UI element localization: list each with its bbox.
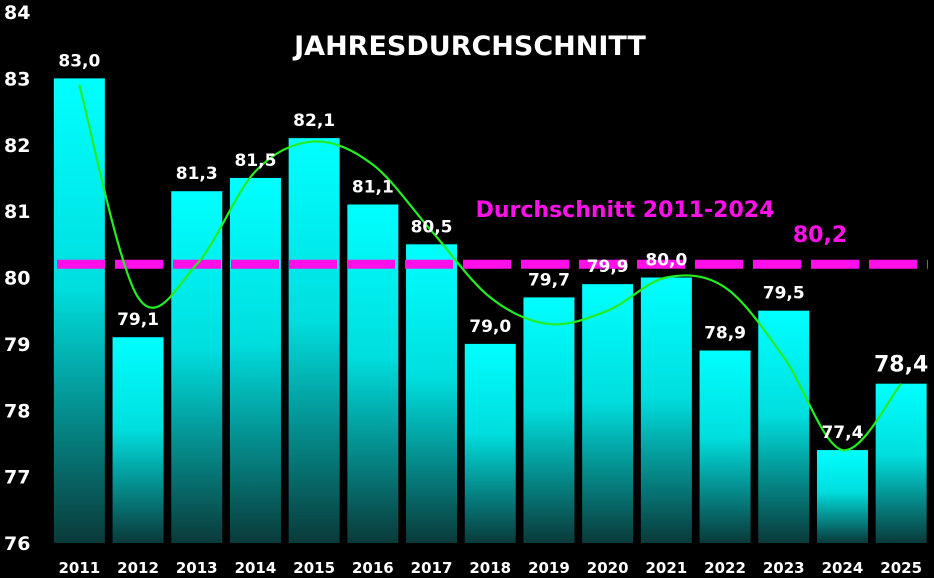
x-axis: 2011 2012 2013 2014 2015 2016 2017 2018 2019 2020… xyxy=(58,559,922,577)
average-label: Durchschnitt 2011-2024 xyxy=(476,198,775,223)
x-tick-label: 2011 xyxy=(58,559,100,577)
bar xyxy=(582,284,634,543)
x-tick-label: 2023 xyxy=(763,559,805,577)
bar xyxy=(816,450,868,543)
data-label: 81,1 xyxy=(352,177,394,197)
bar xyxy=(875,383,927,543)
y-tick-label: 80 xyxy=(4,268,30,290)
data-label: 79,7 xyxy=(528,270,570,290)
x-tick-label: 2013 xyxy=(176,559,218,577)
x-tick-label: 2022 xyxy=(704,559,746,577)
x-tick-label: 2015 xyxy=(293,559,335,577)
x-tick-label: 2017 xyxy=(411,559,453,577)
bar xyxy=(640,277,692,543)
data-labels: 83,0 79,1 81,3 81,5 82,1 81,1 80,5 79,0 79,7 79,9… xyxy=(58,51,928,443)
bar xyxy=(347,204,399,544)
x-tick-label: 2019 xyxy=(528,559,570,577)
data-label: 79,1 xyxy=(117,310,159,330)
bar xyxy=(229,177,281,543)
trend-line-group xyxy=(78,84,902,452)
data-label: 83,0 xyxy=(58,51,100,71)
data-label: 78,9 xyxy=(704,324,746,344)
chart-title: JAHRESDURCHSCHNITT xyxy=(292,31,646,62)
bar xyxy=(523,297,575,543)
data-label: 79,0 xyxy=(469,317,511,337)
x-tick-label: 2025 xyxy=(880,559,922,577)
y-tick-label: 83 xyxy=(4,68,30,90)
bar xyxy=(288,138,340,544)
x-tick-label: 2012 xyxy=(117,559,159,577)
data-label: 80,0 xyxy=(645,251,687,271)
data-label: 81,5 xyxy=(234,151,276,171)
y-tick-label: 82 xyxy=(4,135,30,157)
data-label: 82,1 xyxy=(293,111,335,131)
bar xyxy=(171,191,223,543)
x-tick-label: 2021 xyxy=(645,559,687,577)
bars xyxy=(53,78,927,544)
average-value-label: 80,2 xyxy=(793,223,847,248)
data-label: 81,3 xyxy=(176,164,218,184)
data-label: 78,4 xyxy=(874,353,928,378)
data-label: 77,4 xyxy=(821,423,863,443)
x-tick-label: 2018 xyxy=(469,559,511,577)
y-tick-label: 76 xyxy=(4,533,30,555)
x-tick-label: 2014 xyxy=(235,559,277,577)
y-tick-label: 77 xyxy=(4,467,30,489)
x-tick-label: 2016 xyxy=(352,559,394,577)
y-tick-label: 84 xyxy=(4,2,30,24)
data-label: 79,9 xyxy=(587,257,629,277)
x-tick-label: 2024 xyxy=(822,559,864,577)
bar xyxy=(112,337,164,543)
bar xyxy=(464,343,516,543)
data-label: 79,5 xyxy=(763,284,805,304)
bar xyxy=(53,78,105,543)
y-tick-label: 78 xyxy=(4,400,30,422)
y-tick-label: 79 xyxy=(4,334,30,356)
y-axis: 76 77 78 79 80 81 82 83 84 xyxy=(4,2,30,555)
y-tick-label: 81 xyxy=(4,201,30,223)
bar xyxy=(699,350,751,543)
bar xyxy=(406,244,458,543)
data-label: 80,5 xyxy=(411,217,453,237)
bar xyxy=(758,310,810,543)
trend-line xyxy=(78,84,902,452)
x-tick-label: 2020 xyxy=(587,559,629,577)
